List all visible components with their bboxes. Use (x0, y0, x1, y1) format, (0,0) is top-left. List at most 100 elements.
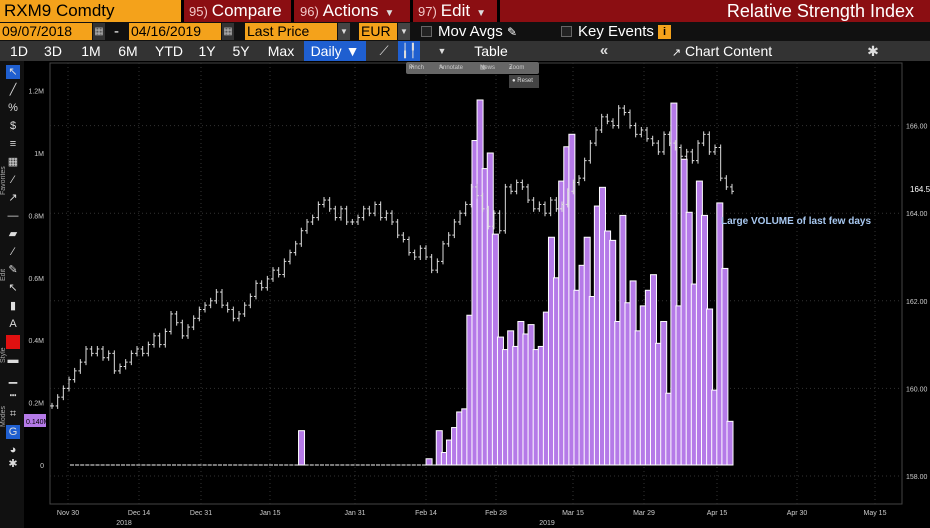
calendar-icon[interactable]: ▦ (93, 23, 105, 40)
settings-icon[interactable]: ✱ (8, 458, 18, 470)
brush-tool-icon[interactable]: ∕ (12, 246, 14, 258)
period-tabs: 1D 3D 1M 6M YTD 1Y 5Y Max Daily ▼ ⟋ ╽╿ ▼… (0, 41, 930, 61)
chevron-down-icon[interactable]: ▼ (338, 23, 350, 40)
chart-float-toolbar: ✛ Pinch ✎ Annotate ▤ News ⌕ Zoom (406, 62, 539, 74)
line-style-icon[interactable]: ▁ (8, 372, 18, 384)
magnet-icon[interactable]: ⌗ (9, 408, 17, 420)
chart-content-icon: ↗ (671, 47, 682, 59)
cursor-icon[interactable]: ↖ (6, 65, 20, 79)
percent-tool-icon[interactable]: % (8, 102, 18, 114)
info-icon[interactable]: i (658, 25, 672, 39)
pencil-tool-icon[interactable]: ✎ (8, 264, 18, 276)
reset-button[interactable]: ● Reset (509, 75, 539, 88)
start-date-field[interactable]: 09/07/2018 (0, 23, 92, 40)
line-width-icon[interactable]: ▬ (7, 354, 19, 366)
x-tick-label: Nov 30 (57, 510, 79, 517)
volume-tick-label: 0.2M (28, 401, 44, 408)
sync-icon[interactable]: G (6, 425, 20, 439)
favorites-label: Favorites (0, 166, 7, 195)
calendar-icon[interactable]: ▦ (222, 23, 234, 40)
annotate-icon: ✎ (439, 65, 445, 71)
volume-tick-label: 1M (34, 151, 44, 158)
volume-bars (69, 99, 734, 466)
currency-select[interactable]: EUR (359, 23, 397, 40)
ticker-field[interactable]: RXM9 Comdty (0, 0, 181, 22)
hline-tool-icon[interactable]: — (7, 210, 19, 222)
gear-icon[interactable]: ✱ (867, 43, 879, 59)
edit-button[interactable]: 97) Edit ▼ (413, 0, 497, 22)
news-icon: ▤ (480, 65, 486, 71)
price-volume-chart[interactable]: Nov 30 Dec 14 Dec 31 Jan 15 Jan 31 Feb 14 Feb … (24, 61, 930, 528)
date-separator: - (114, 23, 119, 40)
mov-avgs-label[interactable]: Mov Avgs ✎ (438, 23, 517, 40)
volume-tick-label: 1.2M (28, 89, 44, 96)
frequency-select[interactable]: Daily ▼ (304, 41, 366, 61)
key-events-label[interactable]: Key Events i (578, 23, 672, 40)
x-tick-label: Dec 14 (128, 510, 150, 517)
actions-num: 96) (300, 4, 319, 19)
end-date-field[interactable]: 04/16/2019 (129, 23, 221, 40)
title-bar: RXM9 Comdty 95) Compare 96) Actions ▼ 97) Ed… (0, 0, 930, 22)
pinch-icon: ✛ (409, 65, 415, 71)
chart-axes: Nov 30 Dec 14 Dec 31 Jan 15 Jan 31 Feb 14 Feb … (28, 89, 927, 527)
edit-num: 97) (418, 4, 437, 19)
year-label: 2018 (116, 520, 132, 527)
drawing-toolbar: ↖ ╱ % $ ≡ ▦ ⁄ ↗ — ▰ ∕ ✎ ↖ ▮ A ▬ ▁ ┅ ⌗ G … (0, 61, 24, 528)
volume-bar (670, 102, 678, 466)
chevron-down-icon[interactable]: ▼ (437, 46, 447, 56)
trash-icon[interactable]: ▮ (9, 300, 17, 312)
volume-tick-label: 0.6M (28, 276, 44, 283)
tab-1d[interactable]: 1D (10, 43, 28, 59)
tab-max[interactable]: Max (267, 43, 295, 59)
mov-avgs-checkbox[interactable] (421, 26, 432, 37)
pencil-icon[interactable]: ✎ (506, 25, 517, 39)
arrow-tool-icon[interactable]: ↗ (8, 192, 18, 204)
collapse-icon[interactable]: « (599, 42, 609, 59)
move-tool-icon[interactable]: ↖ (8, 282, 18, 294)
bar-chart-icon[interactable]: ╽╿ (398, 41, 420, 61)
rectangle-tool-icon[interactable]: ▦ (7, 156, 19, 168)
edit-label: Edit (0, 268, 7, 281)
line-tool-icon[interactable]: ╱ (9, 84, 17, 96)
volume-tick-label: 0.8M (28, 213, 44, 220)
tab-6m[interactable]: 6M (118, 43, 138, 59)
pen-tool-icon[interactable]: ⁄ (12, 174, 14, 186)
price-tick-label: 158.00 (906, 474, 928, 481)
actions-button[interactable]: 96) Actions ▼ (294, 0, 410, 22)
tab-ytd[interactable]: YTD (155, 43, 183, 59)
last-volume-badge (24, 414, 46, 427)
style-label: Style (0, 347, 7, 363)
price-field-select[interactable]: Last Price (245, 23, 337, 40)
x-tick-label: Apr 15 (707, 510, 728, 517)
price-tick-label: 162.00 (906, 299, 928, 306)
tab-3d[interactable]: 3D (44, 43, 62, 59)
tab-1m[interactable]: 1M (81, 43, 101, 59)
volume-bar (726, 420, 734, 466)
palette-icon[interactable]: ◕ (9, 444, 17, 456)
x-tick-label: Mar 15 (562, 510, 584, 517)
channel-tool-icon[interactable]: ▰ (8, 228, 18, 240)
x-tick-label: Jan 31 (344, 510, 365, 517)
controls-bar: 09/07/2018 ▦ - 04/16/2019 ▦ Last Price ▼… (0, 22, 930, 41)
volume-bar (425, 458, 433, 466)
volume-bar (298, 430, 306, 466)
key-events-checkbox[interactable] (561, 26, 572, 37)
price-tick-label: 160.00 (906, 386, 928, 393)
tab-1y[interactable]: 1Y (198, 43, 216, 59)
text-tool-icon[interactable]: A (9, 318, 17, 330)
compare-button[interactable]: 95) Compare (184, 0, 291, 22)
chart-content-button[interactable]: ↗ Chart Content (671, 43, 773, 59)
dash-style-icon[interactable]: ┅ (9, 390, 17, 402)
color-swatch-icon[interactable] (6, 335, 20, 349)
last-volume-label: 0.140M (26, 419, 50, 426)
compare-num: 95) (189, 4, 208, 19)
chevron-down-icon[interactable]: ▼ (398, 23, 410, 40)
line-chart-icon[interactable]: ⟋ (379, 43, 389, 58)
fib-tool-icon[interactable]: ≡ (9, 138, 17, 150)
study-title: Relative Strength Index (500, 0, 930, 22)
table-button[interactable]: Table (474, 43, 508, 59)
dollar-tool-icon[interactable]: $ (9, 120, 17, 132)
reset-icon: ● (512, 78, 516, 84)
tab-5y[interactable]: 5Y (232, 43, 250, 59)
volume-tick-label: 0 (40, 463, 44, 470)
